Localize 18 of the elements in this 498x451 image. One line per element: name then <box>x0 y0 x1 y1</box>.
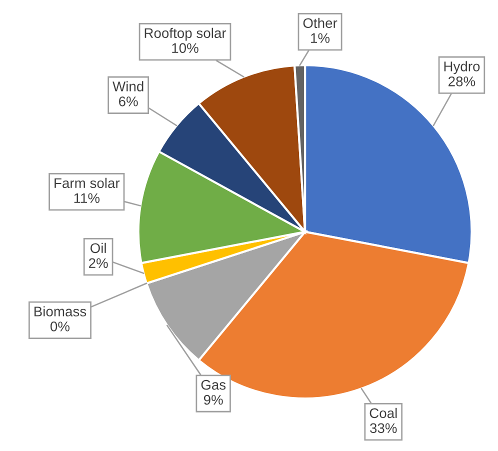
data-label: 28% <box>448 76 476 86</box>
text: 0% <box>50 322 70 332</box>
data-label: 11% <box>74 193 100 203</box>
slice-label: Other <box>303 18 338 28</box>
data-label: 10% <box>172 43 198 53</box>
data-label: 33% <box>370 423 397 434</box>
slice-label: Coal <box>370 408 397 418</box>
slice-label: Farm solar <box>54 178 120 188</box>
slice-label: Hydro <box>444 61 480 74</box>
slice-label: Rooftop solar <box>144 28 226 41</box>
slice-label: Wind <box>112 81 144 92</box>
data-label: 1% <box>311 33 330 43</box>
category-label: Biomass <box>34 306 86 316</box>
data-label: 9% <box>204 394 223 405</box>
slice-label: Gas <box>201 380 226 390</box>
slice-label: Oil <box>90 242 106 254</box>
data-label: 6% <box>119 96 138 106</box>
data-label: 2% <box>88 258 108 268</box>
